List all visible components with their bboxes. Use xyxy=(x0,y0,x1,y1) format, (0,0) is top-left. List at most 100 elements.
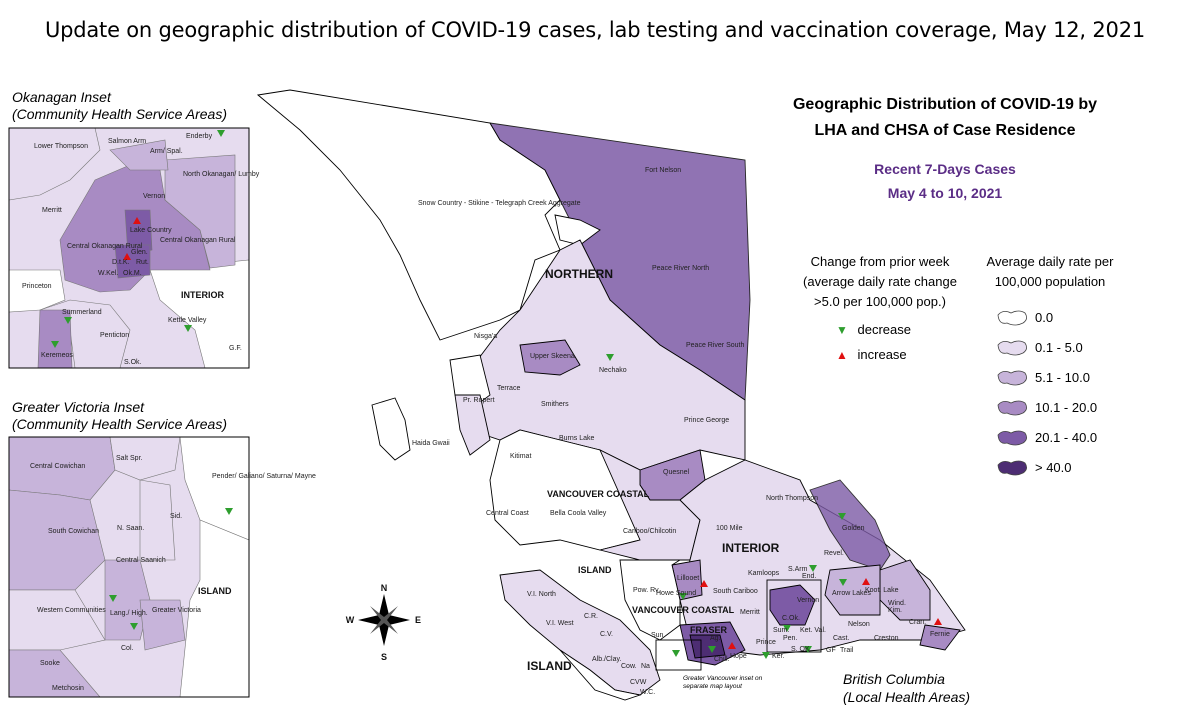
area-label: Golden xyxy=(842,525,865,532)
vic-label: Greater Victoria xyxy=(152,607,201,614)
vic-label: Col. xyxy=(121,645,134,652)
area-label: Kim. xyxy=(888,607,902,614)
region-label-vancouver-coastal-south: VANCOUVER COASTAL xyxy=(632,605,735,615)
vic-label: Pender/ Galiano/ Saturna/ Mayne xyxy=(212,473,316,480)
oka-label: Vernon xyxy=(143,193,165,200)
victoria-inset-title-line1: Greater Victoria Inset xyxy=(12,399,145,415)
bc-label: British Columbia (Local Health Areas) xyxy=(843,670,970,706)
area-label: Pr. Rupert xyxy=(463,397,495,404)
compass-west-label: W xyxy=(346,615,355,625)
rate-legend-label: 5.1 - 10.0 xyxy=(1035,369,1090,385)
swatch-icon xyxy=(997,370,1027,386)
area-label: Cow. xyxy=(621,663,637,670)
oka-label: Central Okanagan Rural xyxy=(67,243,143,250)
compass-north-label: N xyxy=(381,583,388,593)
area-label: South Cariboo xyxy=(713,588,758,595)
area-label: Smithers xyxy=(541,401,569,408)
vic-label: Salt Spr. xyxy=(116,455,143,462)
oka-label: Lower Thompson xyxy=(34,143,88,150)
gv-inset-note: Greater Vancouver inset on separate map … xyxy=(683,675,763,690)
area-label: Cran. xyxy=(909,619,926,626)
area-label: Prince George xyxy=(684,417,729,424)
oka-label: Enderby xyxy=(186,133,213,140)
area-label: Quesnel xyxy=(663,469,690,476)
okanagan-inset-title: Okanagan Inset (Community Health Service… xyxy=(12,89,227,123)
oka-label: Princeton xyxy=(22,283,52,290)
oka-label: Arm/ Spal. xyxy=(150,148,183,155)
area-label: C.R. xyxy=(584,613,598,620)
oka-label: Kettle Valley xyxy=(168,317,207,324)
area-label: V.I. West xyxy=(546,620,574,627)
map-title-line1: Geographic Distribution of COVID-19 by xyxy=(792,96,1098,113)
area-label: S. OK xyxy=(791,646,810,653)
oka-label: G.F. xyxy=(229,345,242,352)
okanagan-inset-map xyxy=(8,127,250,369)
change-legend-title: Change from prior week (average daily ra… xyxy=(785,252,975,312)
oka-label: Salmon Arm xyxy=(108,138,146,145)
swatch-icon xyxy=(997,430,1027,446)
area-label: End. xyxy=(802,573,816,580)
rate-legend-label: 0.0 xyxy=(1035,309,1054,325)
area-label: Ket. Val. xyxy=(800,627,826,634)
change-legend-title-line1: Change from prior week xyxy=(810,254,950,269)
area-label: C.V. xyxy=(600,631,613,638)
rate-legend-label: 0.1 - 5.0 xyxy=(1035,339,1083,355)
area-label: Revel. xyxy=(824,550,844,557)
area-label: Central Coast xyxy=(486,510,529,517)
oka-region-label: INTERIOR xyxy=(181,290,225,300)
victoria-inset-labels: Salt Spr. Central Cowichan Pender/ Galia… xyxy=(30,455,316,692)
area-label: North Thompson xyxy=(766,495,818,502)
change-markers xyxy=(606,354,942,659)
compass-east-label: E xyxy=(415,615,421,625)
area-label: Arrow Lakes xyxy=(832,590,871,597)
area-label: Bella Coola Valley xyxy=(550,510,607,517)
vic-label: Sid. xyxy=(170,513,182,520)
map-title: Geographic Distribution of COVID-19 by L… xyxy=(760,92,1130,144)
vic-label: Central Cowichan xyxy=(30,463,85,470)
area-label: Nechako xyxy=(599,367,627,374)
change-legend-title-line2: (average daily rate change xyxy=(803,274,957,289)
increase-triangle-icon: ▲ xyxy=(836,348,848,362)
page-title: Update on geographic distribution of COV… xyxy=(44,18,1146,42)
oka-label: Summerland xyxy=(62,309,102,316)
increase-legend: ▲ increase xyxy=(836,347,907,362)
increase-label: increase xyxy=(857,347,907,362)
area-label: V.I. North xyxy=(527,591,556,598)
rate-legend-item: 0.0 xyxy=(995,302,1097,332)
oka-label: Central Okanagan Rural xyxy=(160,237,236,244)
okanagan-inset-title-line1: Okanagan Inset xyxy=(12,89,111,105)
region-label-vancouver-coastal: VANCOUVER COASTAL xyxy=(547,489,650,499)
area-label: Kitimat xyxy=(510,453,531,460)
swatch-icon xyxy=(997,310,1027,326)
bc-label-line2: (Local Health Areas) xyxy=(843,689,971,705)
region-label-fraser: FRASER xyxy=(690,625,728,635)
area-label: Sun. xyxy=(651,632,665,639)
decrease-triangle-icon: ▼ xyxy=(836,323,848,337)
area-label: GF xyxy=(826,647,836,654)
okanagan-inset-title-line2: (Community Health Service Areas) xyxy=(12,106,227,122)
area-label: Ag. xyxy=(710,635,721,642)
victoria-inset-map xyxy=(8,436,250,698)
area-label: Pow. Rv. xyxy=(633,587,660,594)
change-legend-title-line3: >5.0 per 100,000 pop.) xyxy=(814,294,946,309)
area-label: Merritt xyxy=(740,609,760,616)
area-label: Prince xyxy=(756,639,776,646)
decrease-legend: ▼ decrease xyxy=(836,322,911,337)
map-title-line2: LHA and CHSA of Case Residence xyxy=(814,122,1076,139)
area-label: Koot. Lake xyxy=(865,587,899,594)
area-label: Nisga'a xyxy=(474,333,497,340)
area-label: Cast. xyxy=(833,635,849,642)
area-label: Hope xyxy=(730,653,747,660)
area-label: Haida Gwaii xyxy=(412,440,450,447)
vic-label: Western Communities xyxy=(37,607,106,614)
area-label: Upper Skeena xyxy=(530,353,575,360)
area-label: Alb./Clay. xyxy=(592,656,621,663)
region-label-northern: NORTHERN xyxy=(545,267,613,281)
rate-legend-items: 0.0 0.1 - 5.0 5.1 - 10.0 10.1 - 20.0 20.… xyxy=(995,302,1097,482)
area-label: Na xyxy=(641,663,650,670)
oka-label: Glen. xyxy=(131,249,148,256)
area-label: Peace River North xyxy=(652,265,709,272)
area-label: Pen. xyxy=(783,635,797,642)
oka-label: W.Kel. xyxy=(98,270,118,277)
area-label: Chill. xyxy=(714,656,730,663)
